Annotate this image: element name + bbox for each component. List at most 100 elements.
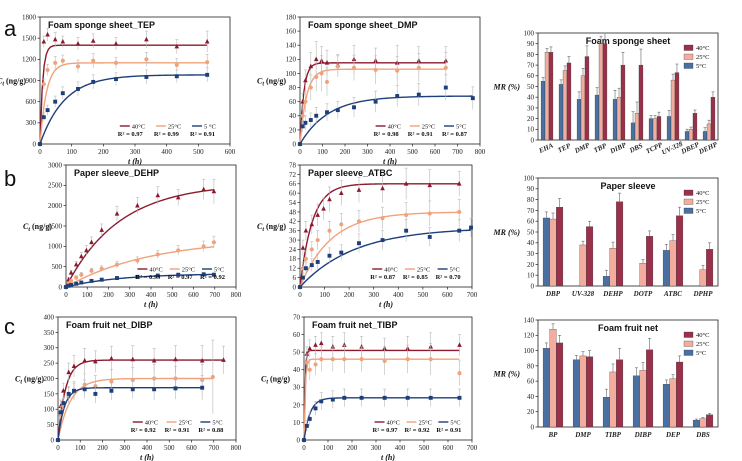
legend-label: 40°C: [388, 123, 401, 130]
y-tick-label: 50: [47, 421, 55, 429]
r-squared-label: R² = 0.99: [154, 131, 180, 138]
data-point: [56, 438, 60, 442]
data-point: [90, 38, 96, 43]
legend-label: 5°C: [212, 419, 222, 426]
data-point: [144, 57, 149, 62]
bar: [630, 122, 636, 141]
y-tick-label: 6: [293, 274, 297, 282]
series-2: [64, 272, 216, 289]
data-point: [469, 225, 473, 230]
y-tick-label: 12: [289, 265, 297, 273]
chart-b3: 0 10 20 30 40 50 60 70 80 90 100 Paper sleeve DBP UV-…: [493, 174, 719, 298]
x-tick-label: 300: [371, 444, 382, 452]
data-point: [356, 219, 362, 224]
data-point: [395, 68, 400, 73]
data-point: [304, 351, 310, 356]
category-label: DEHP: [602, 290, 623, 298]
x-tick-label: 400: [161, 148, 172, 156]
bar: [669, 378, 677, 428]
data-point: [68, 269, 74, 275]
data-point: [428, 357, 433, 362]
y-tick-label: 40: [527, 94, 535, 102]
category-label: ATBC: [663, 290, 682, 298]
bar: [656, 116, 662, 141]
data-point: [416, 65, 421, 70]
legend-label: 5°C: [696, 63, 706, 70]
fit-line: [299, 62, 446, 145]
series-2: [302, 388, 462, 442]
y-tick-label: 0: [293, 140, 297, 148]
legend-label: 25°C: [696, 341, 709, 348]
y-axis-label: MR (%): [493, 228, 521, 237]
data-point: [304, 360, 309, 365]
series-1: [301, 343, 462, 443]
y-tick-label: 0: [33, 140, 37, 148]
data-point: [135, 202, 140, 208]
x-tick-label: 600: [186, 444, 197, 452]
data-point: [302, 438, 306, 442]
data-point: [71, 363, 77, 368]
data-point: [79, 253, 84, 259]
category-label: BP: [548, 431, 559, 439]
data-point: [443, 65, 448, 70]
bar: [662, 250, 670, 287]
x-tick-label: 700: [467, 291, 478, 299]
data-point: [130, 387, 135, 392]
data-point: [135, 258, 140, 263]
y-tick-label: 180: [286, 13, 297, 21]
data-point: [45, 67, 50, 72]
y-tick-label: 0: [531, 423, 535, 431]
r-squared-label: R² = 0.98: [374, 131, 400, 138]
data-point: [58, 410, 63, 415]
data-point: [99, 277, 104, 282]
data-point: [382, 358, 387, 363]
fit-line: [65, 246, 214, 288]
data-point: [339, 250, 344, 255]
data-point: [60, 58, 65, 63]
bar: [616, 97, 622, 141]
y-tick-label: 54: [289, 199, 297, 207]
x-tick-label: 500: [164, 444, 175, 452]
y-axis-label: Ct (ng/g): [15, 375, 44, 386]
data-point: [319, 71, 324, 76]
x-tick-label: 400: [146, 291, 157, 299]
y-tick-label: 500: [52, 263, 63, 271]
x-tick-label: 100: [75, 444, 86, 452]
data-point: [211, 240, 216, 245]
data-point: [93, 358, 98, 364]
data-point: [69, 278, 74, 283]
r-squared-label: R² = 0.88: [198, 427, 224, 434]
r-squared-label: R² = 0.91: [190, 131, 215, 138]
legend-label: 25°C: [696, 54, 709, 61]
y-tick-label: 140: [286, 42, 297, 50]
category-label: DIBP: [608, 141, 628, 156]
data-point: [319, 399, 324, 404]
data-point: [308, 118, 313, 122]
y-tick-label: 80: [527, 196, 535, 204]
data-point: [93, 391, 98, 396]
bar: [702, 131, 708, 141]
y-tick-label: 10: [293, 419, 301, 427]
y-tick-label: 100: [524, 29, 535, 37]
data-point: [303, 256, 308, 261]
bar: [556, 342, 564, 428]
data-point: [315, 260, 320, 264]
y-tick-label: 1000: [48, 243, 63, 251]
category-label: EHA: [537, 141, 555, 155]
data-point: [60, 91, 65, 96]
data-point: [315, 212, 320, 217]
r-squared-label: R² = 0.92: [200, 274, 225, 281]
x-axis-label: t (h): [379, 300, 393, 309]
chart-title: Foam fruit net: [598, 323, 658, 333]
data-point: [304, 423, 309, 428]
data-point: [330, 397, 335, 402]
y-tick-label: 90: [527, 40, 535, 48]
data-point: [309, 247, 314, 252]
fit-line: [303, 358, 460, 441]
data-point: [205, 72, 210, 77]
data-point: [155, 252, 160, 257]
series-1: [297, 51, 448, 147]
data-point: [82, 387, 87, 392]
y-tick-label: 1500: [22, 35, 37, 43]
